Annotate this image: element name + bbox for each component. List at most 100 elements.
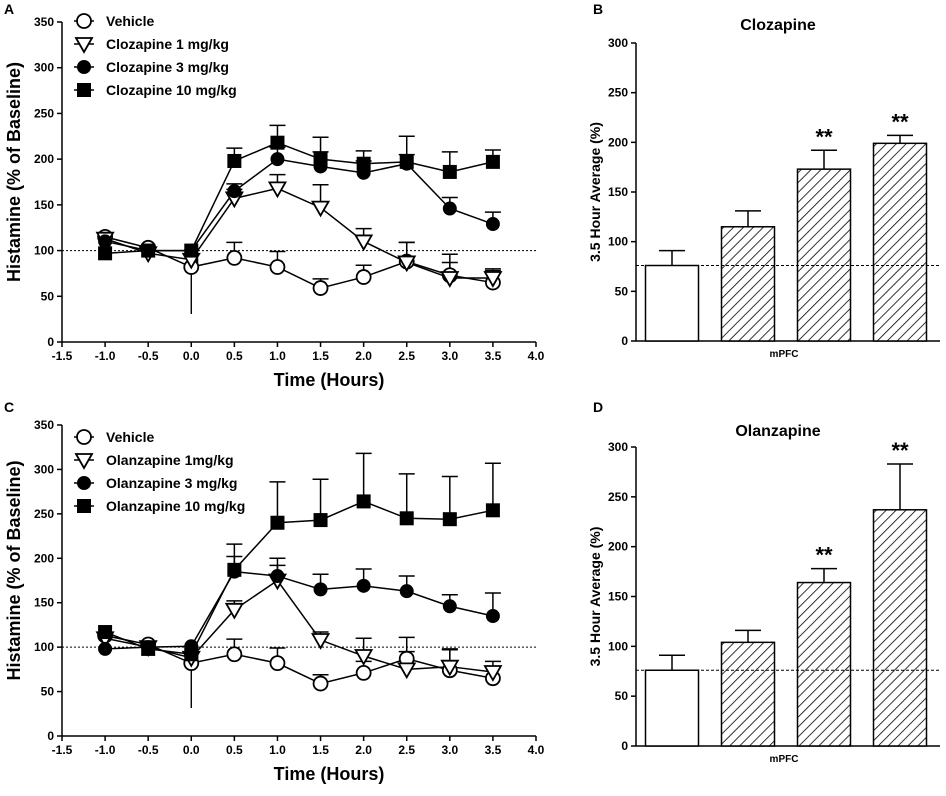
- data-point: [485, 217, 500, 232]
- data-point: [313, 582, 328, 597]
- y-tick-label: 150: [34, 198, 54, 212]
- panel-a-letter: A: [4, 1, 14, 17]
- x-tick-label: 3.5: [485, 743, 502, 757]
- data-point: [442, 599, 457, 614]
- bar: [796, 168, 852, 342]
- bar: [872, 142, 928, 342]
- panel-b-letter: B: [593, 1, 603, 17]
- legend-marker: [77, 60, 91, 74]
- y-tick-label: 200: [34, 152, 54, 166]
- x-tick-label: -1.5: [52, 743, 73, 757]
- data-point: [270, 515, 285, 530]
- panel-c-line-chart: C 0 50 100 150 200 250 300 350 -1.5 -1.0 -0.5 0.0 0.…: [4, 399, 545, 784]
- x-axis-title: Time (Hours): [274, 764, 385, 784]
- significance-marker: **: [815, 124, 833, 149]
- legend-label: Olanzapine 3 mg/kg: [106, 475, 237, 491]
- data-point: [442, 164, 457, 179]
- legend-label: Clozapine 3 mg/kg: [106, 59, 229, 75]
- data-point: [356, 156, 371, 171]
- y-tick-label: 100: [34, 640, 54, 654]
- x-tick-label: 3.0: [441, 743, 458, 757]
- x-tick-label: -0.5: [138, 349, 159, 363]
- y-tick-label: 350: [34, 418, 54, 432]
- data-point: [270, 152, 285, 167]
- data-point: [397, 662, 417, 680]
- y-tick-label: 100: [608, 235, 628, 249]
- y-tick-label: 100: [608, 639, 628, 653]
- y-tick-label: 50: [41, 289, 55, 303]
- panel-d-letter: D: [593, 399, 603, 415]
- data-point: [485, 503, 500, 518]
- data-point: [440, 271, 460, 288]
- x-tick-label: -1.5: [52, 349, 73, 363]
- data-point: [355, 665, 372, 681]
- series-line: [104, 500, 494, 656]
- y-tick-label: 250: [608, 490, 628, 504]
- data-point: [269, 259, 286, 275]
- significance-marker: **: [891, 438, 909, 463]
- data-point: [141, 641, 156, 656]
- legend-marker: [74, 37, 94, 54]
- y-tick-label: 0: [621, 334, 628, 348]
- y-tick-label: 0: [621, 739, 628, 753]
- data-point: [485, 609, 500, 624]
- panel-b-bar-chart: B 0 50 100 150 200 250 300 Clozapine 3.5 Hour Av…: [587, 1, 940, 360]
- y-tick-label: 50: [615, 284, 629, 298]
- y-tick-label: 100: [34, 244, 54, 258]
- legend-marker: [77, 83, 91, 97]
- data-point: [355, 269, 372, 285]
- y-tick-label: 300: [608, 36, 628, 50]
- panel-d-bar-chart: D 0 50 100 150 200 250 300 Olanzapine 3.5 Hour A…: [587, 399, 940, 765]
- data-point: [227, 153, 242, 168]
- data-point: [98, 234, 113, 249]
- x-tick-label: 1.0: [269, 349, 286, 363]
- x-tick-label: -1.0: [95, 743, 116, 757]
- data-point: [270, 135, 285, 150]
- x-tick-label: 1.0: [269, 743, 286, 757]
- y-tick-label: 200: [608, 540, 628, 554]
- legend-marker: [77, 499, 91, 513]
- data-point: [226, 249, 243, 266]
- y-tick-label: 300: [608, 440, 628, 454]
- bar: [796, 581, 852, 747]
- legend-label: Olanzapine 10 mg/kg: [106, 498, 245, 514]
- y-axis-title: 3.5 Hour Average (%): [587, 122, 603, 262]
- data-point: [226, 646, 243, 663]
- legend-label: Olanzapine 1mg/kg: [106, 452, 234, 468]
- x-tick-label: 2.0: [355, 349, 372, 363]
- data-point: [98, 625, 113, 640]
- data-point: [310, 633, 331, 650]
- data-point: [483, 665, 503, 682]
- x-tick-label: 0.5: [226, 743, 243, 757]
- data-point: [270, 569, 285, 584]
- legend-marker: [77, 476, 91, 490]
- data-point: [399, 584, 414, 599]
- x-axis-category-label: mPFC: [770, 754, 799, 765]
- data-point: [485, 154, 500, 169]
- data-point: [442, 201, 457, 216]
- data-point: [269, 655, 286, 672]
- x-tick-label: 2.5: [398, 743, 415, 757]
- y-tick-label: 300: [34, 61, 54, 75]
- data-point: [397, 255, 417, 273]
- series-line: [104, 158, 494, 252]
- data-point: [313, 513, 328, 528]
- data-point: [184, 647, 199, 662]
- x-tick-label: 1.5: [312, 349, 329, 363]
- data-point: [224, 602, 244, 620]
- bar: [720, 226, 776, 342]
- data-point: [356, 578, 371, 593]
- chart-title: Clozapine: [740, 17, 816, 34]
- legend-label: Clozapine 1 mg/kg: [106, 36, 229, 52]
- data-point: [98, 641, 113, 656]
- legend-label: Vehicle: [106, 13, 154, 29]
- panel-a-line-chart: A 0 50 100 150 200 250 300 350 -1.5 -1.0 -0.5 0.0 0.…: [4, 1, 545, 390]
- chart-title: Olanzapine: [735, 423, 820, 440]
- bar: [644, 669, 700, 747]
- legend-marker: [76, 13, 92, 29]
- y-tick-label: 300: [34, 462, 54, 476]
- y-tick-label: 0: [47, 729, 54, 743]
- significance-marker: **: [815, 543, 833, 568]
- data-point: [184, 243, 199, 258]
- data-point: [442, 512, 457, 527]
